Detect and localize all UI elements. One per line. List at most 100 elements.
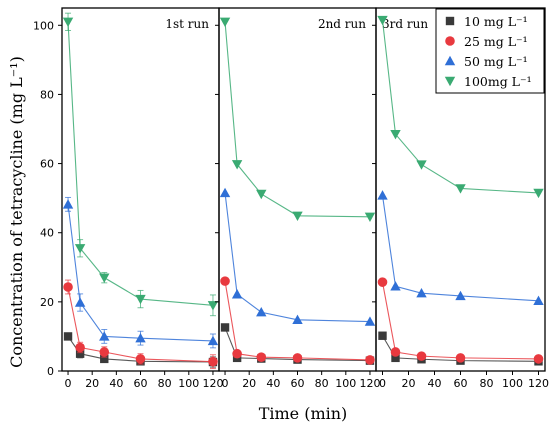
- data-point: [220, 276, 230, 286]
- y-tick-label: 40: [40, 227, 54, 240]
- data-point: [62, 199, 74, 209]
- data-point: [292, 353, 303, 363]
- x-tick-label: 100: [178, 377, 199, 390]
- panel-3: 0 20 40 60 80 100 120 3rd run: [372, 7, 549, 390]
- data-point: [231, 289, 243, 299]
- data-point: [219, 17, 231, 28]
- x-tick-label: 20: [85, 377, 99, 390]
- data-point: [135, 354, 146, 364]
- data-point: [207, 335, 219, 346]
- panel-label: 1st run: [165, 17, 209, 31]
- data-point: [377, 15, 388, 26]
- data-point: [390, 347, 401, 357]
- data-point: [390, 129, 401, 140]
- data-point: [100, 354, 109, 364]
- panel-frame: [61, 7, 220, 372]
- data-point: [391, 353, 400, 363]
- x-tick-label: 40: [266, 377, 280, 390]
- data-point: [256, 307, 267, 317]
- x-tick-label: 60: [454, 377, 468, 390]
- data-point: [533, 295, 544, 306]
- legend-marker: [444, 55, 456, 66]
- data-point: [208, 356, 218, 367]
- x-tick-label: 100: [502, 377, 523, 390]
- y-axis-label: Concentration of tetracycline (mg L⁻¹): [7, 56, 26, 368]
- data-point: [416, 351, 427, 361]
- data-point: [62, 17, 74, 28]
- data-point: [99, 273, 110, 283]
- y-tick-label: 100: [33, 19, 54, 32]
- panel-2: 0 20 40 60 80 100 120 2nd run: [215, 7, 380, 390]
- data-point: [63, 332, 73, 341]
- series-line: [224, 21, 370, 218]
- data-point: [99, 331, 110, 341]
- data-point: [455, 290, 466, 301]
- data-point: [135, 294, 146, 305]
- x-tick-label: 20: [242, 377, 256, 390]
- x-tick-label: 80: [315, 377, 329, 390]
- data-point: [377, 190, 388, 200]
- x-tick-label: 120: [359, 377, 380, 390]
- x-tick-label: 0: [65, 377, 72, 390]
- data-point: [455, 353, 466, 363]
- data-point: [75, 342, 85, 353]
- x-tick-label: 0: [379, 377, 386, 390]
- data-point: [533, 188, 544, 199]
- data-point: [378, 331, 387, 340]
- data-point: [207, 301, 219, 311]
- data-point: [364, 212, 376, 223]
- x-axis-label: Time (min): [259, 404, 348, 423]
- data-point: [74, 297, 86, 307]
- data-point: [533, 354, 544, 364]
- data-point: [99, 347, 110, 357]
- legend-marker: [444, 76, 456, 87]
- data-point: [256, 189, 267, 200]
- series-line: [67, 204, 213, 342]
- x-tick-label: 80: [480, 377, 494, 390]
- legend-marker: [445, 16, 455, 26]
- legend-label: 25 mg L⁻¹: [464, 34, 528, 49]
- x-tick-label: 120: [202, 377, 223, 390]
- x-tick-label: 60: [134, 377, 148, 390]
- data-point: [455, 184, 466, 194]
- y-tick-label: 60: [40, 158, 54, 171]
- legend-label: 100mg L⁻¹: [464, 74, 532, 89]
- x-tick-label: 80: [158, 377, 172, 390]
- x-tick-label: 100: [335, 377, 356, 390]
- data-point: [135, 332, 146, 343]
- x-tick-label: 60: [291, 377, 305, 390]
- data-point: [220, 323, 230, 332]
- data-point: [416, 160, 427, 170]
- data-point: [256, 352, 267, 362]
- x-tick-label: 40: [109, 377, 123, 390]
- x-tick-label: 120: [528, 377, 549, 390]
- panel-label: 2nd run: [318, 17, 366, 31]
- data-point: [390, 281, 401, 291]
- data-point: [231, 160, 243, 170]
- series-line: [67, 21, 214, 306]
- data-point: [74, 244, 86, 254]
- data-point: [364, 316, 376, 326]
- y-tick-label: 80: [40, 88, 54, 101]
- data-point: [377, 277, 388, 287]
- data-point: [219, 187, 231, 198]
- legend-marker: [445, 36, 455, 46]
- y-tick-label: 20: [40, 296, 54, 309]
- x-tick-label: 20: [402, 377, 416, 390]
- data-point: [292, 314, 303, 325]
- legend-label: 50 mg L⁻¹: [464, 54, 528, 69]
- panel-label: 3rd run: [382, 17, 428, 31]
- legend-label: 10 mg L⁻¹: [464, 14, 528, 29]
- data-point: [365, 355, 375, 365]
- data-point: [232, 348, 242, 359]
- legend: 10 mg L⁻¹ 25 mg L⁻¹ 50 mg L⁻¹ 100mg L⁻¹: [435, 8, 545, 94]
- data-point: [75, 349, 85, 358]
- series-line: [381, 195, 539, 302]
- y-tick-label: 0: [47, 365, 54, 378]
- data-point: [416, 288, 427, 298]
- x-tick-label: 40: [428, 377, 442, 390]
- x-tick-label: 0: [222, 377, 229, 390]
- data-point: [292, 211, 303, 221]
